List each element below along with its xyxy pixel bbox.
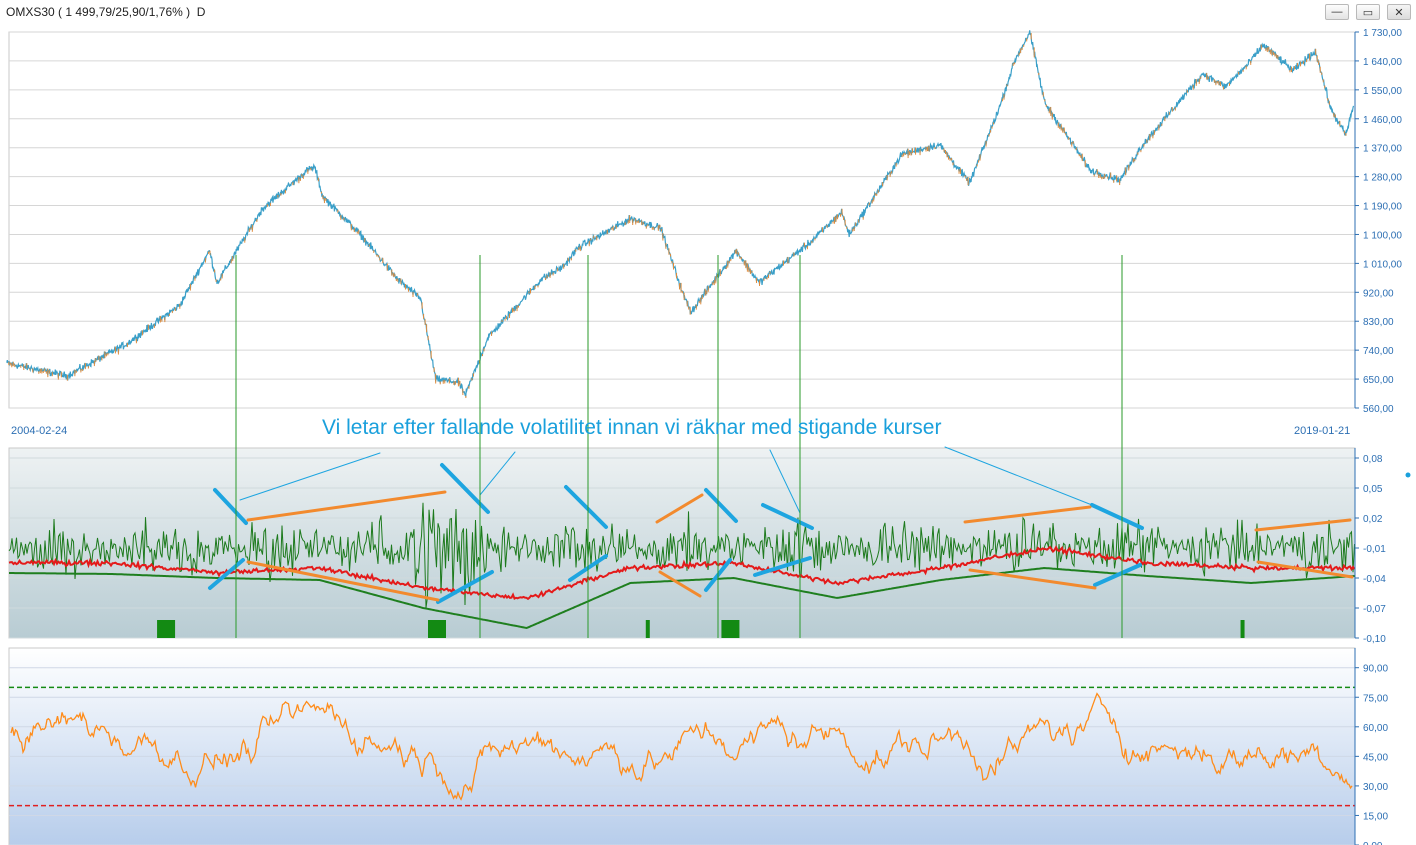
minimize-icon: — [1331, 6, 1343, 18]
price-tick-label: 1 640,00 [1363, 57, 1402, 68]
price-tick-label: 830,00 [1363, 317, 1394, 328]
restore-icon: ▭ [1362, 6, 1374, 19]
osc-tick-label: 60,00 [1363, 723, 1388, 734]
blue-trend-down [704, 488, 738, 523]
signal-block [428, 620, 447, 638]
blue-trend-up [1093, 563, 1142, 587]
vol-tick-label: -0,07 [1363, 604, 1386, 615]
orange-trend [963, 505, 1092, 524]
orange-trend [658, 570, 702, 598]
signal-block [1240, 620, 1245, 638]
blue-trend-up [753, 556, 812, 577]
blue-trend-down [213, 488, 248, 525]
price-tick-label: 920,00 [1363, 288, 1394, 299]
close-icon: ✕ [1394, 6, 1404, 19]
orange-trend [1254, 518, 1352, 532]
volatility-red-line [8, 545, 1356, 601]
window-titlebar: OMXS30 ( 1 499,79/25,90/1,76% ) D — ▭ ✕ [0, 0, 1416, 24]
vol-tick-label: 0,08 [1363, 454, 1383, 465]
blue-trend-up [436, 570, 494, 604]
annotation-pointer [239, 452, 381, 501]
vol-tick-label: 0,05 [1363, 484, 1383, 495]
scroll-indicator-dot [1405, 472, 1411, 478]
blue-trend-down [564, 485, 608, 529]
signal-block [721, 620, 740, 638]
start-date-label: 2004-02-24 [11, 425, 68, 437]
volatility-series [8, 502, 1355, 608]
osc-tick-label: 0,00 [1363, 841, 1383, 845]
price-tick-label: 1 190,00 [1363, 202, 1402, 213]
price-tick-label: 560,00 [1363, 404, 1394, 415]
window-title: OMXS30 ( 1 499,79/25,90/1,76% ) D [6, 5, 206, 19]
price-tick-label: 1 100,00 [1363, 230, 1402, 241]
price-tick-label: 650,00 [1363, 375, 1394, 386]
price-tick-label: 1 730,00 [1363, 28, 1402, 39]
price-tick-label: 1 550,00 [1363, 86, 1402, 97]
osc-tick-label: 15,00 [1363, 811, 1388, 822]
osc-tick-label: 90,00 [1363, 664, 1388, 675]
signal-block [157, 620, 176, 638]
minimize-button[interactable]: — [1325, 4, 1349, 20]
price-tick-label: 1 280,00 [1363, 173, 1402, 184]
close-button[interactable]: ✕ [1387, 4, 1411, 20]
vol-tick-label: -0,01 [1363, 544, 1386, 555]
vol-tick-label: -0,04 [1363, 574, 1386, 585]
annotation-pointer [769, 449, 801, 514]
vol-tick-label: -0,10 [1363, 634, 1386, 645]
price-tick-label: 1 460,00 [1363, 115, 1402, 126]
vol-tick-label: 0,02 [1363, 514, 1383, 525]
oscillator-panel-bg [8, 647, 1356, 845]
oscillator-line [10, 692, 1353, 801]
annotation-pointer [479, 451, 516, 496]
end-date-label: 2019-01-21 [1294, 425, 1351, 437]
orange-trend [655, 493, 704, 524]
osc-tick-label: 45,00 [1363, 752, 1388, 763]
blue-trend-down [761, 503, 814, 530]
orange-trend [246, 490, 447, 522]
price-tick-label: 1 370,00 [1363, 144, 1402, 155]
orange-trend [968, 568, 1097, 590]
price-tick-label: 1 010,00 [1363, 259, 1402, 270]
restore-button[interactable]: ▭ [1356, 4, 1380, 20]
price-tick-label: 740,00 [1363, 346, 1394, 357]
blue-trend-up [208, 558, 245, 590]
annotation-pointer [944, 446, 1093, 506]
osc-tick-label: 30,00 [1363, 782, 1388, 793]
blue-trend-down [1090, 503, 1144, 530]
orange-trend [246, 560, 440, 602]
orange-trend [1256, 560, 1354, 579]
annotation-text: Vi letar efter fallande volatilitet inna… [322, 416, 942, 439]
signal-block [645, 620, 650, 638]
osc-tick-label: 75,00 [1363, 693, 1388, 704]
volatility-lower-line [9, 566, 1355, 630]
price-panel-bg [8, 31, 1356, 409]
